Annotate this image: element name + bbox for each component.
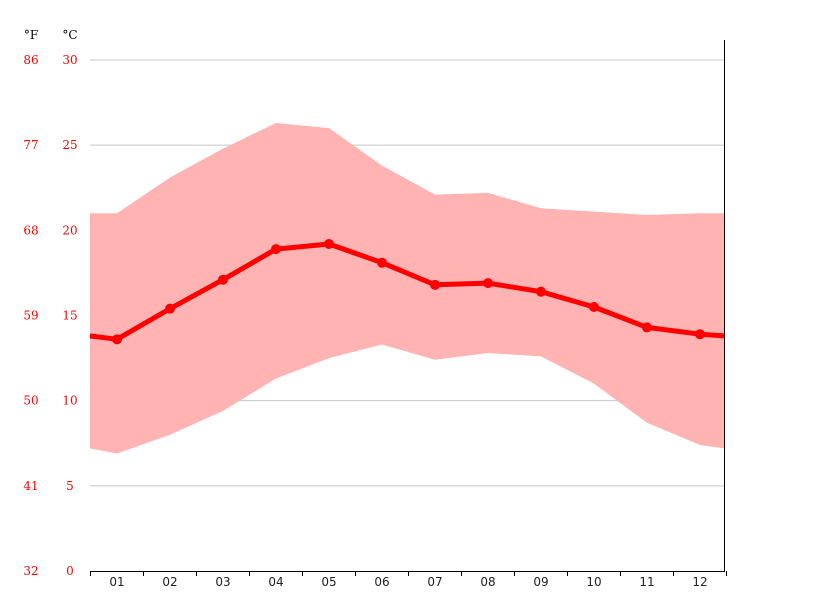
y-tick-label-celsius: 30 bbox=[62, 53, 77, 67]
data-point bbox=[271, 244, 281, 255]
data-point bbox=[536, 286, 546, 297]
axes bbox=[90, 40, 727, 576]
y-tick-label-celsius: 20 bbox=[62, 223, 77, 237]
y-tick-label-celsius: 15 bbox=[62, 309, 77, 323]
data-point bbox=[642, 322, 652, 333]
data-point bbox=[324, 238, 334, 249]
x-tick-label: 06 bbox=[374, 575, 389, 589]
data-point bbox=[377, 257, 387, 268]
data-point bbox=[112, 334, 122, 345]
y-tick-label-celsius: 0 bbox=[66, 564, 74, 578]
mean-temperature-line bbox=[89, 241, 725, 342]
celsius-unit-label: °C bbox=[62, 28, 77, 42]
axis-labels: °F °C 32 0 41 5 50 10 59 15 68 20 77 25 86 30 01 02 03 04… bbox=[23, 28, 707, 589]
fahrenheit-unit-label: °F bbox=[24, 28, 38, 42]
y-tick-label-celsius: 10 bbox=[62, 394, 77, 408]
x-tick-label: 10 bbox=[586, 575, 601, 589]
y-tick-label-fahrenheit: 68 bbox=[23, 223, 38, 237]
temperature-range-band bbox=[90, 123, 724, 454]
temperature-line bbox=[89, 238, 725, 345]
x-tick-label: 01 bbox=[109, 575, 124, 589]
x-tick-label: 09 bbox=[533, 575, 548, 589]
x-tick-label: 04 bbox=[268, 575, 283, 589]
data-point bbox=[483, 278, 493, 289]
y-tick-label-celsius: 25 bbox=[62, 138, 77, 152]
data-point bbox=[589, 301, 599, 312]
y-tick-label-fahrenheit: 59 bbox=[23, 309, 38, 323]
y-tick-label-fahrenheit: 50 bbox=[23, 394, 38, 408]
y-tick-label-fahrenheit: 32 bbox=[23, 564, 38, 578]
y-tick-label-fahrenheit: 41 bbox=[23, 479, 38, 493]
x-tick-label: 05 bbox=[321, 575, 336, 589]
data-point bbox=[430, 279, 440, 290]
data-point bbox=[695, 329, 705, 340]
y-tick-label-fahrenheit: 86 bbox=[23, 53, 38, 67]
x-tick-label: 12 bbox=[692, 575, 707, 589]
x-tick-label: 03 bbox=[215, 575, 230, 589]
y-tick-label-celsius: 5 bbox=[66, 479, 74, 493]
data-point bbox=[165, 303, 175, 314]
data-point bbox=[218, 274, 228, 285]
x-tick-label: 02 bbox=[162, 575, 177, 589]
x-tick-label: 11 bbox=[639, 575, 654, 589]
range-band-area bbox=[90, 123, 724, 454]
x-tick-label: 07 bbox=[427, 575, 442, 589]
y-tick-label-fahrenheit: 77 bbox=[23, 138, 38, 152]
x-tick-label: 08 bbox=[480, 575, 495, 589]
